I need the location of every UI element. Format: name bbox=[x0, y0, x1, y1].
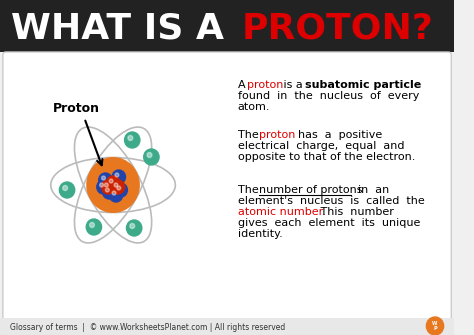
Circle shape bbox=[90, 222, 94, 227]
Text: atom.: atom. bbox=[237, 102, 270, 112]
Circle shape bbox=[109, 188, 123, 202]
Text: element's  nucleus  is  called  the: element's nucleus is called the bbox=[237, 196, 424, 206]
Circle shape bbox=[100, 183, 103, 187]
Circle shape bbox=[86, 219, 101, 235]
Circle shape bbox=[86, 157, 140, 213]
Bar bbox=[0, 318, 454, 335]
Circle shape bbox=[104, 183, 108, 187]
Text: Glossary of terms  |  © www.WorksheetsPlanet.com | All rights reserved: Glossary of terms | © www.WorksheetsPlan… bbox=[9, 324, 285, 333]
Circle shape bbox=[101, 180, 115, 194]
Text: proton: proton bbox=[247, 80, 283, 90]
Circle shape bbox=[127, 220, 142, 236]
Circle shape bbox=[99, 173, 112, 187]
Circle shape bbox=[130, 223, 135, 228]
Text: identity.: identity. bbox=[237, 229, 283, 239]
Text: A: A bbox=[237, 80, 249, 90]
Circle shape bbox=[117, 186, 121, 190]
Circle shape bbox=[111, 180, 125, 194]
Text: is a: is a bbox=[280, 80, 306, 90]
Text: The: The bbox=[237, 185, 265, 195]
Text: W
P: W P bbox=[432, 321, 438, 331]
Circle shape bbox=[106, 176, 120, 190]
Circle shape bbox=[105, 188, 109, 192]
Circle shape bbox=[128, 135, 133, 140]
Text: PROTON?: PROTON? bbox=[241, 11, 433, 45]
Text: in  an: in an bbox=[351, 185, 389, 195]
Circle shape bbox=[101, 176, 105, 180]
Circle shape bbox=[114, 183, 118, 187]
Text: Proton: Proton bbox=[53, 102, 100, 115]
Text: opposite to that of the electron.: opposite to that of the electron. bbox=[237, 152, 415, 162]
Text: electrical  charge,  equal  and: electrical charge, equal and bbox=[237, 141, 404, 151]
Circle shape bbox=[112, 170, 126, 184]
Circle shape bbox=[102, 185, 116, 199]
Circle shape bbox=[63, 186, 68, 191]
Text: has  a  positive: has a positive bbox=[292, 130, 383, 140]
Circle shape bbox=[125, 132, 140, 148]
Circle shape bbox=[114, 183, 128, 197]
Text: number of protons: number of protons bbox=[259, 185, 362, 195]
FancyBboxPatch shape bbox=[0, 0, 454, 52]
Text: found  in  the  nucleus  of  every: found in the nucleus of every bbox=[237, 91, 419, 101]
Text: proton: proton bbox=[259, 130, 295, 140]
Text: This  number: This number bbox=[310, 207, 394, 217]
Circle shape bbox=[144, 149, 159, 165]
Circle shape bbox=[112, 191, 116, 195]
Circle shape bbox=[59, 182, 75, 198]
Text: The: The bbox=[237, 130, 265, 140]
Text: atomic number.: atomic number. bbox=[237, 207, 326, 217]
Text: subatomic particle: subatomic particle bbox=[305, 80, 421, 90]
FancyBboxPatch shape bbox=[3, 52, 451, 322]
Circle shape bbox=[115, 173, 119, 177]
Text: gives  each  element  its  unique: gives each element its unique bbox=[237, 218, 420, 228]
Circle shape bbox=[97, 180, 110, 194]
Circle shape bbox=[427, 317, 444, 335]
Text: WHAT IS A: WHAT IS A bbox=[11, 11, 237, 45]
Circle shape bbox=[147, 152, 152, 157]
Circle shape bbox=[109, 179, 113, 183]
